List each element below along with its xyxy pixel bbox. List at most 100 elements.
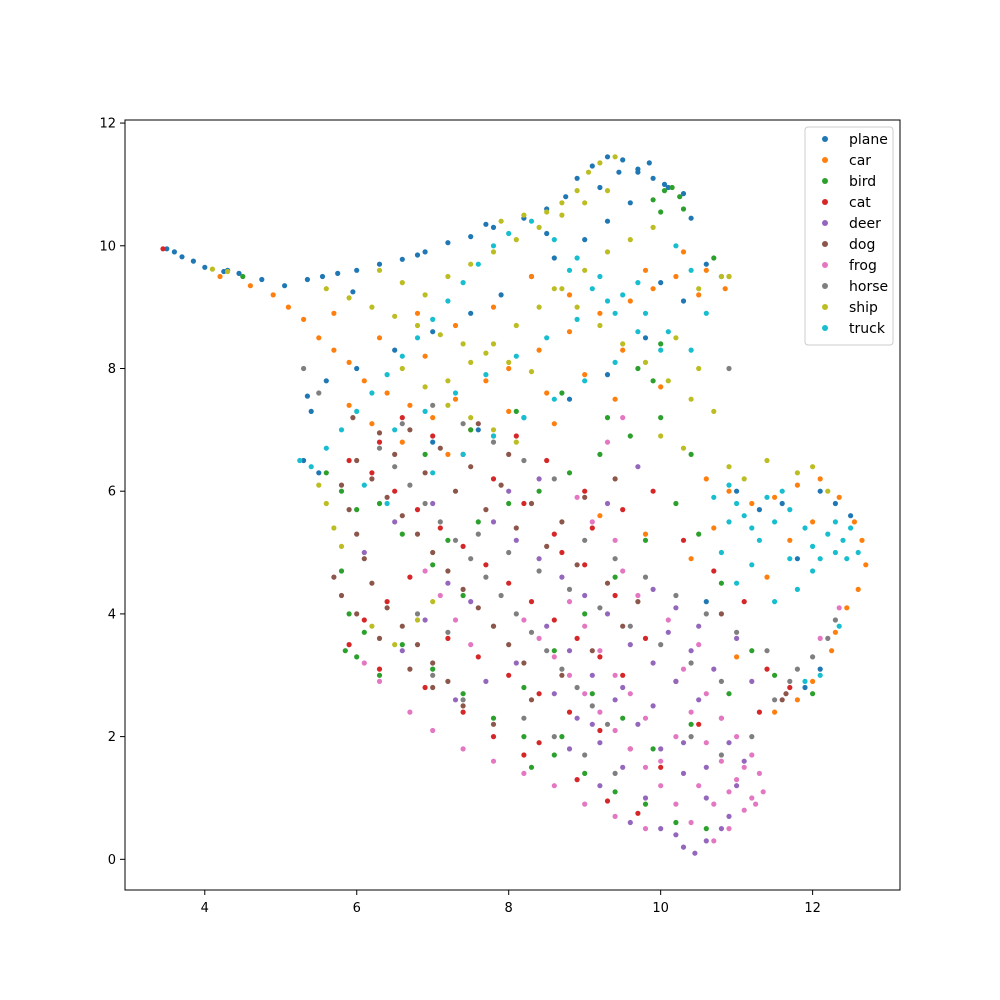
plot-frame (124, 119, 901, 891)
point-car (422, 353, 428, 359)
point-deer (361, 549, 367, 556)
point-horse (749, 734, 755, 740)
point-ship (513, 439, 519, 445)
point-frog (711, 801, 717, 807)
point-bird (718, 580, 725, 586)
point-truck (825, 531, 831, 537)
point-ship (468, 415, 474, 421)
point-dog (407, 427, 413, 433)
point-dog (414, 642, 421, 648)
legend-label-truck: truck (849, 321, 886, 337)
point-deer (506, 488, 512, 494)
point-bird (650, 378, 656, 384)
point-car (506, 365, 512, 372)
point-deer (734, 783, 740, 789)
legend-marker-dog (822, 241, 828, 247)
point-deer (692, 850, 698, 856)
point-horse (642, 574, 649, 580)
point-truck (574, 316, 580, 322)
point-ship (392, 313, 398, 319)
point-frog (753, 801, 759, 807)
legend: plane car bird cat deer dog frog horse ship truck (804, 126, 894, 346)
point-frog (642, 764, 649, 770)
point-truck (513, 353, 519, 359)
point-ship (369, 304, 375, 310)
point-ship (582, 200, 588, 206)
point-car (844, 605, 850, 611)
point-frog (521, 770, 527, 777)
y-tick-label: 2 (108, 730, 116, 745)
point-truck (794, 586, 801, 593)
point-truck (734, 580, 740, 586)
point-car (696, 292, 702, 298)
point-frog (658, 758, 664, 764)
point-bird (604, 415, 611, 421)
point-plane (817, 666, 823, 672)
point-horse (559, 666, 565, 672)
point-ship (627, 237, 633, 243)
point-truck (772, 599, 778, 605)
point-car (414, 310, 421, 316)
legend-marker-deer (822, 220, 828, 226)
point-horse (445, 629, 451, 635)
point-frog (597, 709, 603, 715)
point-car (642, 267, 649, 273)
point-bird (669, 184, 675, 191)
point-bird (642, 801, 649, 807)
point-bird (650, 197, 656, 203)
point-ship (422, 292, 428, 298)
series-deer (361, 464, 755, 856)
point-ship (513, 237, 519, 243)
point-truck (361, 482, 367, 488)
point-bird (566, 470, 573, 476)
point-cat (642, 635, 649, 642)
point-ship (460, 341, 466, 347)
point-frog (703, 691, 709, 697)
point-cat (582, 488, 588, 494)
point-horse (832, 617, 839, 623)
point-plane (604, 154, 611, 160)
point-ship (414, 322, 421, 329)
point-plane (350, 289, 356, 295)
point-horse (521, 715, 527, 721)
point-plane (468, 310, 474, 316)
point-cat (650, 488, 656, 494)
point-deer (604, 611, 611, 617)
point-plane (627, 200, 633, 206)
point-deer (726, 740, 732, 746)
point-deer (726, 813, 732, 820)
point-deer (658, 746, 664, 752)
point-cat (756, 709, 763, 715)
legend-marker-bird (822, 178, 828, 184)
point-car (384, 390, 390, 396)
point-truck (384, 500, 390, 507)
point-frog (760, 789, 766, 795)
point-deer (513, 537, 519, 543)
point-ship (437, 332, 443, 338)
y-tick-label: 6 (108, 485, 116, 500)
point-truck (688, 347, 694, 353)
point-cat (574, 777, 580, 783)
series-cat (160, 246, 793, 816)
point-cat (361, 617, 367, 623)
point-bird (513, 408, 519, 414)
point-dog (384, 494, 390, 500)
point-car (851, 519, 858, 525)
point-plane (430, 329, 436, 335)
point-truck (711, 494, 717, 500)
point-horse (506, 549, 512, 556)
point-deer (734, 635, 740, 642)
legend-label-dog: dog (849, 237, 875, 253)
point-horse (703, 611, 709, 617)
point-truck (665, 329, 671, 335)
point-car (612, 396, 618, 402)
point-plane (635, 169, 641, 175)
point-ship (620, 341, 626, 347)
point-cat (658, 764, 664, 770)
point-truck (422, 408, 428, 414)
point-frog (566, 672, 573, 678)
point-bird (376, 500, 383, 507)
point-horse (688, 734, 694, 740)
point-bird (536, 488, 542, 494)
point-car (331, 310, 337, 316)
